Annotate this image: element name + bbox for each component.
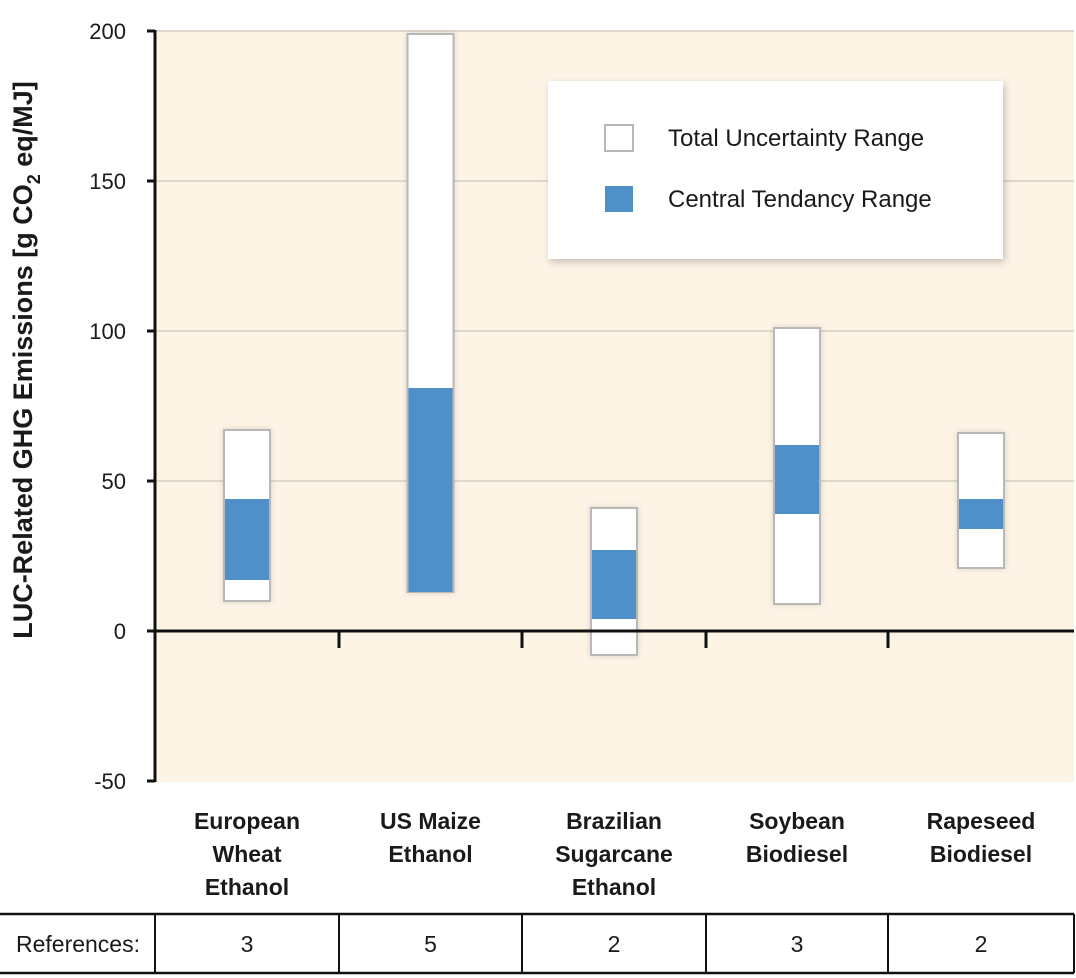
y-tick-label: 50 xyxy=(102,469,126,494)
legend-box xyxy=(548,81,1003,259)
references-count: 3 xyxy=(791,931,804,957)
category-labels: European Wheat Ethanol US Maize Ethanol Brazi… xyxy=(194,808,1035,900)
y-tick-label: 100 xyxy=(89,319,126,344)
central-range-bar xyxy=(408,388,453,592)
legend: Total Uncertainty Range Central Tendancy … xyxy=(548,81,1003,259)
y-axis-label-main: LUC-Related GHG Emissions [g CO xyxy=(8,184,38,639)
central-range-bar xyxy=(225,499,269,580)
y-axis-label-subscript: 2 xyxy=(24,174,44,184)
y-tick-label: 200 xyxy=(89,19,126,44)
y-axis-label: LUC-Related GHG Emissions [g CO2 eq/MJ] xyxy=(8,81,44,639)
legend-swatch-total xyxy=(604,124,634,152)
legend-label: Total Uncertainty Range xyxy=(668,125,924,152)
category-label-line: Biodiesel xyxy=(746,841,848,867)
category-label-line: US Maize xyxy=(380,808,481,834)
central-range-bar xyxy=(959,499,1003,529)
category-label-line: Rapeseed xyxy=(927,808,1036,834)
y-tick-label: 0 xyxy=(114,619,126,644)
category-label-line: Ethanol xyxy=(205,874,289,900)
references-count: 2 xyxy=(975,931,988,957)
category-label-line: Biodiesel xyxy=(930,841,1032,867)
central-range-bar xyxy=(592,550,636,619)
y-tick-label: -50 xyxy=(94,769,126,794)
references-count: 3 xyxy=(241,931,254,957)
central-range-bar xyxy=(775,445,819,514)
category-label-line: Soybean xyxy=(749,808,845,834)
category-label-line: Sugarcane xyxy=(555,841,673,867)
references-label: References: xyxy=(16,931,140,957)
axes xyxy=(147,29,1074,783)
y-axis-label-tail: eq/MJ] xyxy=(8,81,38,174)
y-tick-labels: 200 150 100 50 0 -50 xyxy=(89,19,126,794)
category-label-line: European xyxy=(194,808,300,834)
category-label-line: Wheat xyxy=(213,841,282,867)
references-table: References: 3 5 2 3 2 xyxy=(0,912,1075,975)
legend-swatch-central xyxy=(605,186,633,212)
references-count: 5 xyxy=(424,931,437,957)
category-label-line: Ethanol xyxy=(388,841,472,867)
y-tick-label: 150 xyxy=(89,169,126,194)
category-label-line: Brazilian xyxy=(566,808,662,834)
references-count: 2 xyxy=(608,931,621,957)
legend-label: Central Tendancy Range xyxy=(668,186,932,213)
category-label-line: Ethanol xyxy=(572,874,656,900)
